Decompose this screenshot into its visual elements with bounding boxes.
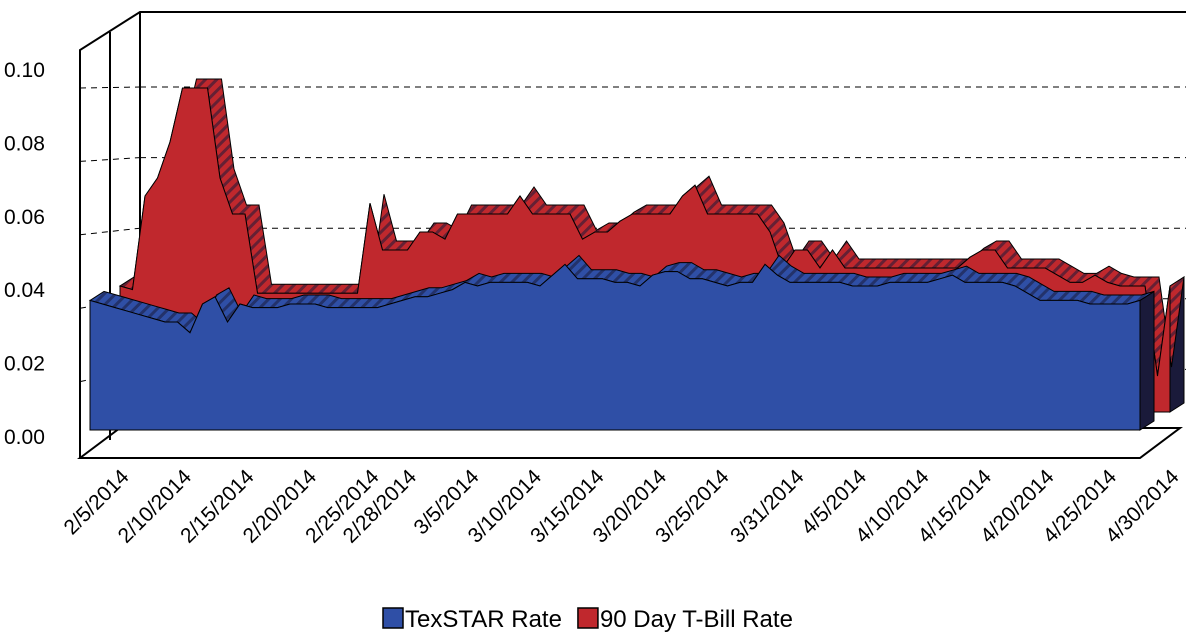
y-tick-label: 0.00 <box>4 426 45 449</box>
area <box>89 263 1141 431</box>
floor <box>77 427 1183 459</box>
area-side <box>1139 290 1155 431</box>
walls <box>79 11 1186 440</box>
legend-label: TexSTAR Rate <box>405 606 562 633</box>
y-tick-label: 0.06 <box>4 206 45 229</box>
y-tick-label: 0.02 <box>4 353 45 376</box>
y-tick-label: 0.08 <box>4 132 45 155</box>
legend-label: 90 Day T-Bill Rate <box>600 606 793 633</box>
y-tick-label: 0.10 <box>4 59 45 82</box>
y-tick-label: 0.04 <box>4 279 45 302</box>
x-tick-label: 3/31/2014 <box>726 465 809 548</box>
legend-swatch <box>577 607 599 629</box>
legend: TexSTAR Rate 90 Day T-Bill Rate <box>382 606 793 633</box>
legend-swatch <box>382 607 404 629</box>
